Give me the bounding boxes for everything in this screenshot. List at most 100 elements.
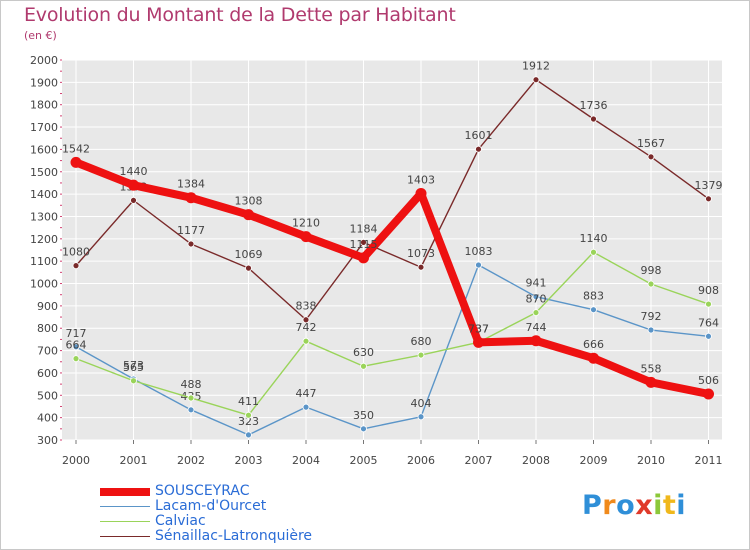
- data-point-sousceyrac: [645, 376, 657, 388]
- data-label-calviac: 998: [641, 264, 662, 277]
- data-label-s-naillac-latronqui-re: 1184: [350, 222, 378, 235]
- y-tick-label: 500: [37, 389, 58, 402]
- x-tick-label: 2007: [465, 454, 493, 467]
- data-label-calviac: 488: [181, 378, 202, 391]
- data-point-calviac: [302, 337, 310, 345]
- data-label-calviac: 908: [698, 284, 719, 297]
- data-point-calviac: [130, 377, 137, 385]
- y-tick-label: 900: [37, 300, 58, 313]
- data-point-s-naillac-latronqui-re: [532, 76, 540, 84]
- data-point-calviac: [360, 362, 367, 370]
- logo-letter: o: [616, 490, 636, 521]
- data-point-sousceyrac: [128, 179, 139, 191]
- data-label-sousceyrac: 1440: [120, 165, 148, 178]
- data-label-sousceyrac: 1308: [235, 195, 263, 208]
- data-point-lacam-d-ourcet: [475, 261, 482, 269]
- data-label-sousceyrac: 666: [583, 338, 604, 351]
- data-label-lacam-d-ourcet: 573: [123, 359, 144, 372]
- data-label-calviac: 1140: [580, 232, 608, 245]
- x-tick-label: 2000: [62, 454, 90, 467]
- data-point-s-naillac-latronqui-re: [705, 195, 712, 203]
- data-label-lacam-d-ourcet: 1083: [465, 245, 493, 258]
- data-point-lacam-d-ourcet: [72, 343, 80, 351]
- data-point-lacam-d-ourcet: [360, 425, 367, 433]
- data-point-lacam-d-ourcet: [705, 332, 712, 340]
- series-line-calviac: [75, 251, 710, 416]
- y-tick-label: 800: [37, 322, 58, 335]
- x-tick-label: 2010: [637, 454, 665, 467]
- data-point-s-naillac-latronqui-re: [187, 240, 195, 248]
- data-point-calviac: [590, 248, 597, 256]
- y-tick-label: 1100: [30, 255, 58, 268]
- data-point-sousceyrac: [70, 156, 82, 168]
- data-label-lacam-d-ourcet: 323: [238, 415, 259, 428]
- data-point-s-naillac-latronqui-re: [245, 264, 252, 272]
- data-label-sousceyrac: 744: [526, 321, 547, 334]
- data-point-s-naillac-latronqui-re: [590, 115, 597, 123]
- data-label-s-naillac-latronqui-re: 1736: [580, 99, 608, 112]
- legend-label: Sénaillac-Latronquière: [155, 528, 313, 544]
- logo-letter: P: [582, 490, 603, 521]
- data-point-s-naillac-latronqui-re: [647, 153, 655, 161]
- x-tick-label: 2001: [120, 454, 148, 467]
- y-tick-label: 1300: [30, 210, 58, 223]
- legend-label: Lacam-d'Ourcet: [155, 498, 267, 514]
- legend-swatch: [100, 535, 150, 538]
- x-tick-label: 2003: [235, 454, 263, 467]
- data-label-sousceyrac: 737: [468, 322, 489, 335]
- data-label-s-naillac-latronqui-re: 1912: [522, 60, 550, 73]
- data-label-s-naillac-latronqui-re: 1379: [695, 179, 723, 192]
- data-point-sousceyrac: [703, 388, 714, 400]
- legend-swatch: [100, 505, 150, 508]
- x-tick-label: 2011: [695, 454, 723, 467]
- legend-label: Calviac: [155, 513, 206, 529]
- data-label-calviac: 565: [123, 361, 144, 374]
- x-tick-label: 2002: [177, 454, 205, 467]
- data-point-s-naillac-latronqui-re: [360, 238, 367, 246]
- data-point-sousceyrac: [185, 192, 197, 204]
- x-tick-label: 2004: [292, 454, 320, 467]
- logo-letter: i: [653, 490, 663, 521]
- legend-swatch: [100, 520, 150, 523]
- data-point-s-naillac-latronqui-re: [417, 263, 425, 271]
- data-label-s-naillac-latronqui-re: 838: [296, 300, 317, 313]
- data-point-sousceyrac: [415, 187, 427, 199]
- data-label-sousceyrac: 1384: [177, 178, 205, 191]
- data-label-calviac: 630: [353, 346, 374, 359]
- data-label-lacam-d-ourcet: 764: [698, 316, 719, 329]
- data-label-calviac: 742: [296, 321, 317, 334]
- data-label-s-naillac-latronqui-re: 1069: [235, 248, 263, 261]
- y-tick-label: 400: [37, 412, 58, 425]
- proxiti-logo: Proxiti: [582, 490, 686, 521]
- logo-letter: x: [635, 490, 654, 521]
- data-point-calviac: [647, 280, 655, 288]
- data-label-s-naillac-latronqui-re: 1080: [62, 246, 90, 259]
- data-label-lacam-d-ourcet: 350: [353, 409, 374, 422]
- y-tick-label: 600: [37, 367, 58, 380]
- data-point-sousceyrac: [243, 209, 254, 221]
- logo-letter: t: [662, 490, 677, 521]
- data-point-lacam-d-ourcet: [302, 403, 310, 411]
- y-tick-label: 1600: [30, 143, 58, 156]
- chart-subtitle: (en €): [24, 29, 57, 42]
- x-tick-label: 2008: [522, 454, 550, 467]
- data-point-sousceyrac: [530, 335, 542, 347]
- data-point-s-naillac-latronqui-re: [302, 316, 310, 324]
- y-tick-label: 1700: [30, 121, 58, 134]
- data-label-lacam-d-ourcet: 717: [66, 327, 87, 340]
- data-point-s-naillac-latronqui-re: [130, 196, 137, 204]
- data-point-lacam-d-ourcet: [417, 413, 425, 421]
- data-label-sousceyrac: 1542: [62, 142, 90, 155]
- y-tick-label: 1200: [30, 233, 58, 246]
- series-line-lacam-d-ourcet: [75, 264, 710, 436]
- logo-letter: r: [602, 490, 617, 521]
- data-label-calviac: 870: [526, 293, 547, 306]
- data-point-lacam-d-ourcet: [647, 326, 655, 334]
- data-point-lacam-d-ourcet: [532, 293, 540, 301]
- y-tick-label: 1500: [30, 166, 58, 179]
- x-tick-label: 2009: [580, 454, 608, 467]
- series-line-sousceyrac: [72, 158, 713, 398]
- data-point-calviac: [417, 351, 425, 359]
- data-point-sousceyrac: [473, 336, 484, 348]
